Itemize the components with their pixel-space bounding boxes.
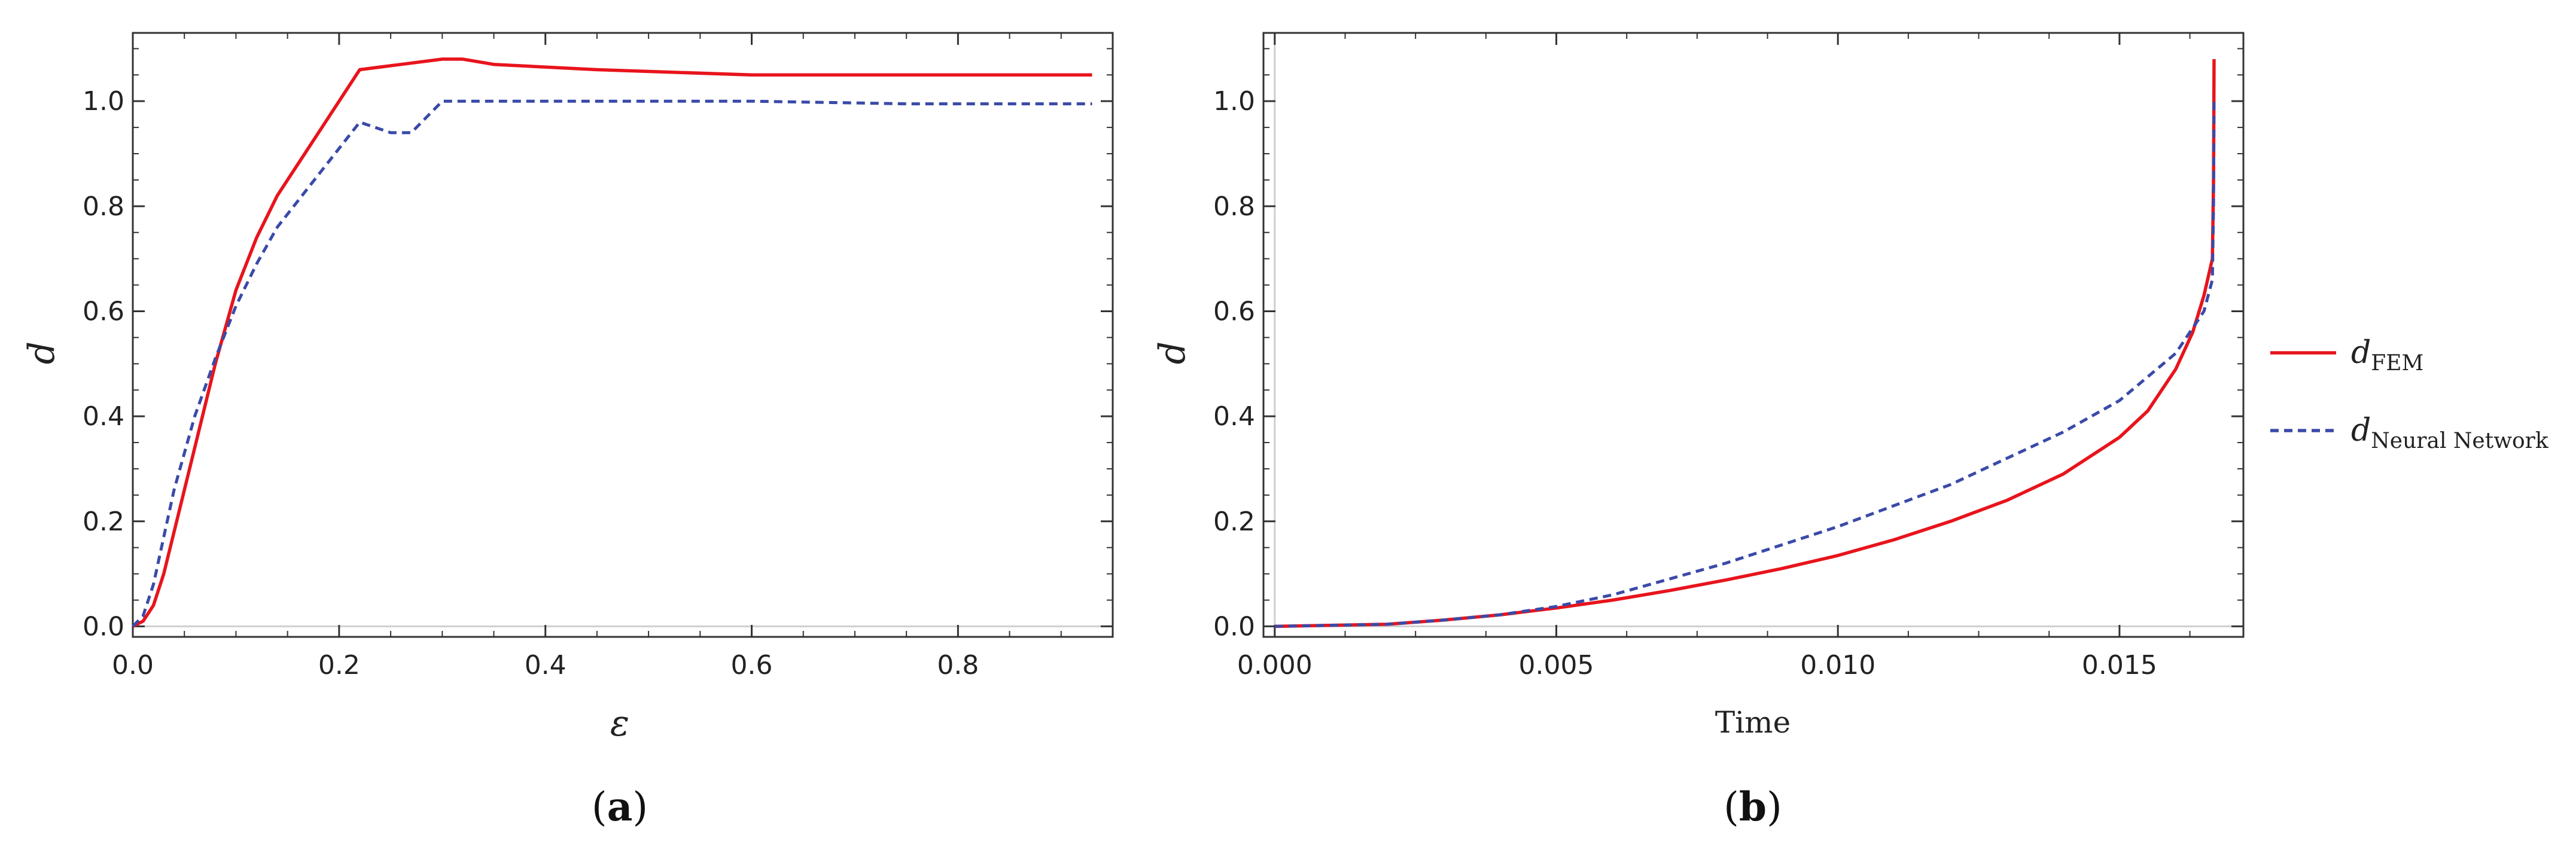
x-tick-label: 0.4 [525, 650, 567, 681]
caption-letter: b [1739, 783, 1767, 830]
panel-caption-b: (b) [1724, 783, 1782, 830]
y-axis-label: d [1152, 341, 1193, 364]
captions: (a) (b) [592, 783, 1782, 830]
series-line-fem [132, 57, 1092, 628]
caption-open-paren: ( [592, 784, 607, 830]
legend-label-subscript: FEM [2371, 351, 2423, 376]
series-line-neural-network [132, 99, 1092, 628]
x-tick-label: 0.010 [1800, 650, 1875, 681]
y-tick-label: 0.2 [1213, 507, 1255, 537]
x-tick-label: 0.6 [731, 650, 773, 681]
y-tick-label: 0.8 [1213, 191, 1255, 222]
x-tick-label: 0.015 [2082, 650, 2157, 681]
legend-label-base: d [2351, 413, 2371, 449]
caption-close-paren: ) [632, 784, 648, 830]
x-axis-label: ε [610, 703, 629, 745]
legend-label-subscript: Neural Network [2371, 429, 2549, 453]
x-tick-label: 0.005 [1519, 650, 1594, 681]
y-tick-label: 0.6 [83, 296, 124, 327]
panel-caption-a: (a) [592, 783, 648, 830]
y-tick-label: 0.2 [83, 507, 124, 537]
x-tick-label: 0.0 [112, 650, 154, 681]
x-tick-label: 0.2 [318, 650, 360, 681]
y-tick-label: 0.8 [83, 191, 124, 222]
caption-letter: a [607, 783, 633, 830]
y-tick-label: 0.4 [1213, 401, 1255, 432]
y-axis-label: d [21, 341, 63, 364]
x-tick-label: 0.8 [937, 650, 979, 681]
x-axis-label: Time [1715, 705, 1791, 740]
panel-b-chart: 0.000 0.005 0.010 0.015 0.0 0.2 0.4 0.6 0.8 1.0 d T… [1152, 32, 2245, 740]
caption-open-paren: ( [1724, 784, 1739, 830]
series-line-fem [1274, 59, 2216, 629]
legend-label-neural-network: dNeural Network [2351, 413, 2549, 453]
y-tick-label: 0.4 [83, 401, 124, 432]
plot-frame [1262, 32, 2245, 638]
legend-label-base: d [2351, 335, 2371, 371]
y-tick-label: 1.0 [1213, 86, 1255, 117]
panel-a-chart: 0.0 0.2 0.4 0.6 0.8 0.0 0.2 0.4 0.6 0.8 1.0 d ε [21, 32, 1114, 745]
y-tick-label: 0.6 [1213, 296, 1255, 327]
plot-frame [132, 32, 1114, 638]
legend-label-fem: dFEM [2351, 335, 2423, 376]
caption-close-paren: ) [1767, 784, 1782, 830]
series-line-neural-network [1274, 101, 2216, 628]
x-tick-label: 0.000 [1237, 650, 1313, 681]
y-tick-label: 1.0 [83, 86, 124, 117]
y-tick-label: 0.0 [83, 611, 124, 642]
y-tick-label: 0.0 [1213, 611, 1255, 642]
